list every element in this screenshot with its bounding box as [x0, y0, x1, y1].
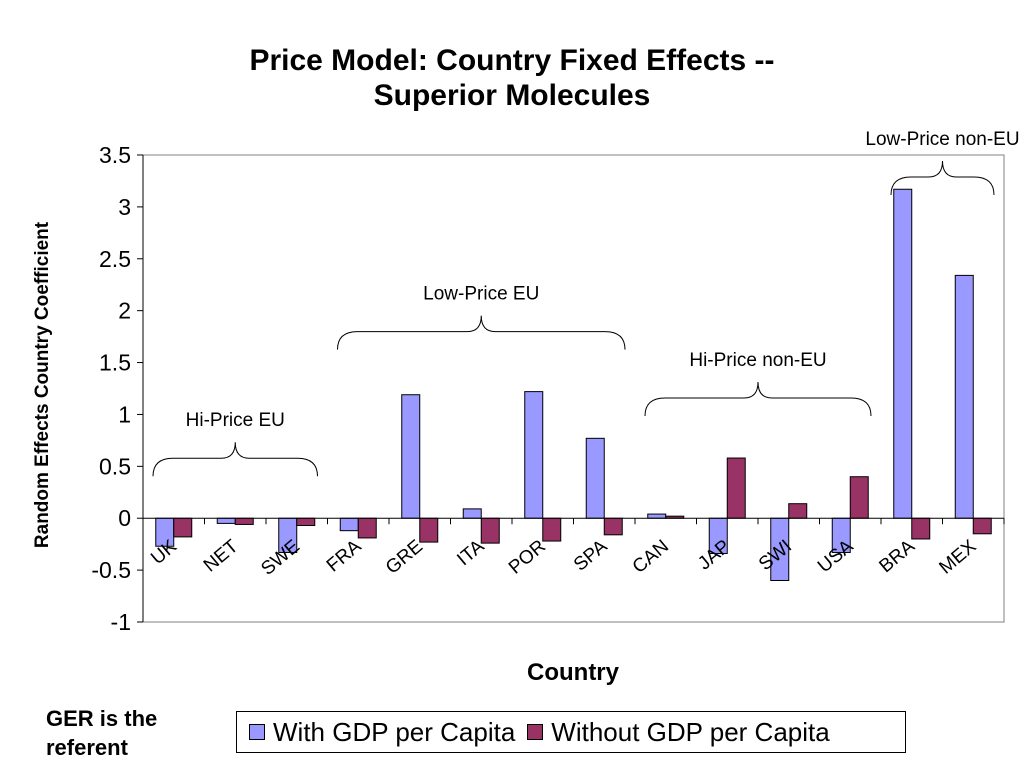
bar-with-gdp-per-capita-bra: [893, 188, 913, 519]
bar-without-gdp-per-capita-gre: [419, 517, 439, 543]
y-tick-label: 2: [118, 298, 131, 324]
ticks-layer: 3.5 3 2.5 2 1.5 1 0.5 0 -0.5 -1: [91, 142, 1005, 635]
bar-with-gdp-per-capita-spa: [585, 437, 605, 519]
group-annotations: Hi-Price EU Low-Price EU Hi-Price non-EU Lo…: [152, 129, 1020, 477]
legend-label-without-gdp: Without GDP per Capita: [551, 716, 830, 747]
legend-swatch-without-gdp: [527, 724, 544, 740]
y-tick-label: 0: [118, 505, 131, 531]
group-label-low-price-eu: Low-Price EU: [423, 284, 539, 305]
referent-note-line-2: referent: [46, 735, 128, 760]
referent-note-line-1: GER is the: [46, 706, 158, 731]
y-axis-label: Random Effects Country Coefficient: [32, 221, 53, 548]
y-tick-label: 0.5: [99, 453, 131, 479]
chart-title-line-1: Price Model: Country Fixed Effects --: [249, 44, 775, 77]
bar-without-gdp-per-capita-spa: [603, 517, 623, 536]
bar-with-gdp-per-capita-fra: [339, 517, 359, 532]
bar-without-gdp-per-capita-uk: [173, 517, 193, 538]
y-tick-label: -0.5: [91, 557, 131, 583]
legend: With GDP per Capita Without GDP per Capi…: [236, 711, 906, 753]
bar-without-gdp-per-capita-usa: [849, 476, 869, 519]
y-tick-label: 3: [118, 194, 131, 220]
y-tick-label: 1: [118, 401, 131, 427]
legend-swatch-with-gdp: [249, 724, 265, 740]
bar-with-gdp-per-capita-mex: [954, 274, 974, 519]
bars-layer: [155, 188, 992, 581]
legend-item-with-gdp: With GDP per Capita: [249, 717, 515, 748]
y-tick-label: 1.5: [99, 350, 131, 376]
legend-label-with-gdp: With GDP per Capita: [273, 716, 516, 747]
x-axis-label: Country: [527, 659, 620, 686]
y-tick-label: 2.5: [99, 246, 131, 272]
bar-without-gdp-per-capita-por: [542, 517, 562, 542]
y-tick-label: -1: [111, 609, 131, 635]
bar-with-gdp-per-capita-por: [524, 391, 544, 519]
y-tick-label: 3.5: [99, 142, 131, 168]
bar-without-gdp-per-capita-fra: [357, 517, 377, 539]
bar-with-gdp-per-capita-ita: [462, 508, 482, 519]
bar-without-gdp-per-capita-swi: [788, 503, 808, 519]
bar-with-gdp-per-capita-gre: [401, 394, 421, 519]
legend-item-without-gdp: Without GDP per Capita: [527, 716, 830, 748]
group-label-low-price-non-eu: Low-Price non-EU: [865, 129, 1019, 150]
bar-with-gdp-per-capita-net: [216, 517, 236, 524]
bar-without-gdp-per-capita-ita: [480, 517, 500, 544]
group-brace-low-price-non-eu: [890, 160, 995, 196]
bar-without-gdp-per-capita-swe: [296, 517, 316, 526]
bar-without-gdp-per-capita-mex: [972, 517, 992, 535]
group-label-hi-price-eu: Hi-Price EU: [186, 410, 285, 431]
bar-with-gdp-per-capita-can: [647, 513, 667, 519]
chart-title-line-2: Superior Molecules: [373, 79, 651, 112]
bar-without-gdp-per-capita-jap: [726, 457, 746, 519]
group-label-hi-price-non-eu: Hi-Price non-EU: [689, 350, 826, 371]
bar-without-gdp-per-capita-net: [234, 517, 254, 525]
bar-without-gdp-per-capita-bra: [911, 517, 931, 540]
